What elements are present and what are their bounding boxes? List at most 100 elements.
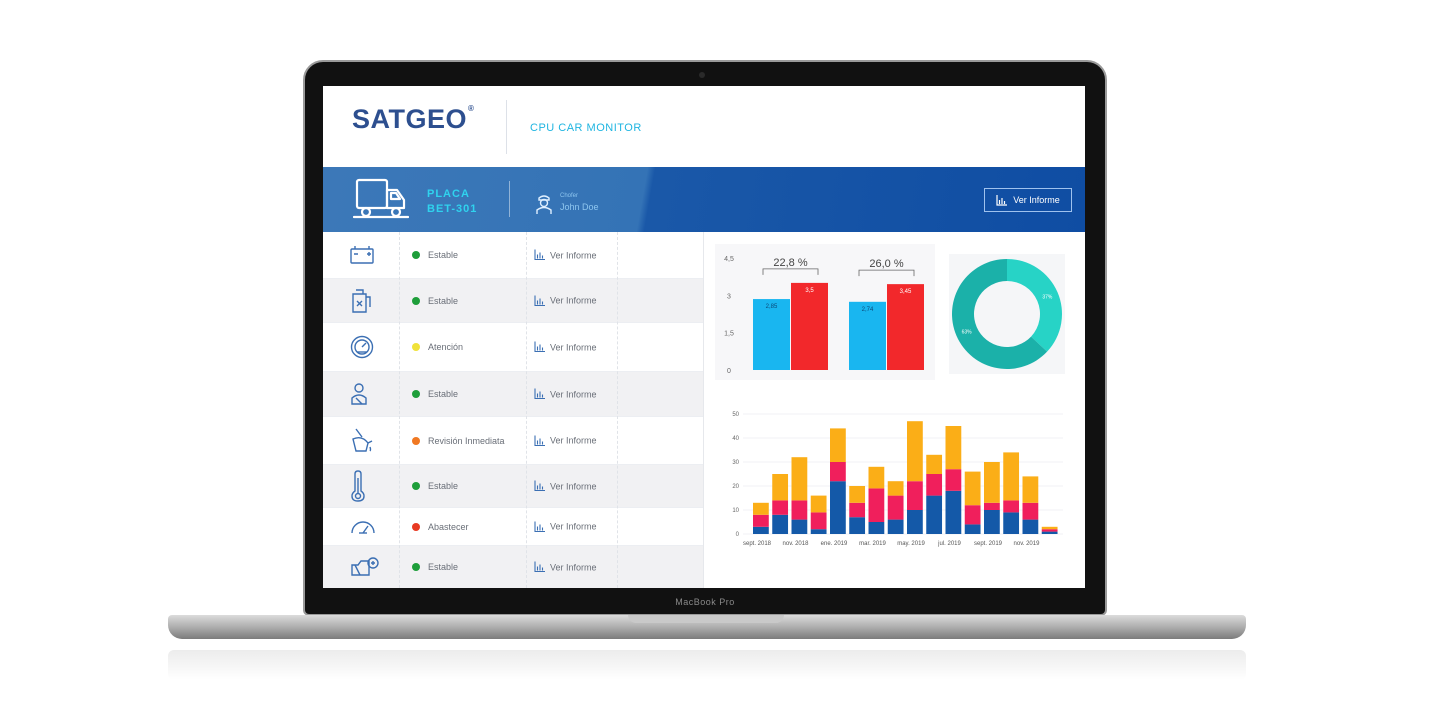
x-tick-label: sept. 2018 xyxy=(743,541,772,547)
brand-logo[interactable]: SATGEO® xyxy=(352,104,474,135)
stacked-bar-segment xyxy=(849,517,866,534)
stacked-bar-segment xyxy=(887,519,904,534)
stacked-bar-segment xyxy=(849,502,866,518)
status-dot xyxy=(412,251,420,259)
stacked-bar-segment xyxy=(810,495,827,513)
slice-label: 63% xyxy=(962,329,973,335)
status-dot xyxy=(412,343,420,351)
stacked-bar-segment xyxy=(868,466,885,489)
stacked-bar-segment xyxy=(984,502,1000,510)
x-tick-label: nov. 2019 xyxy=(1014,541,1041,547)
view-report-button[interactable]: Ver Informe xyxy=(984,188,1072,212)
bar xyxy=(887,284,924,370)
status-row-temperature[interactable]: Estable Ver Informe xyxy=(323,465,703,508)
y-tick-label: 50 xyxy=(732,412,739,418)
app-header: SATGEO® CPU CAR MONITOR xyxy=(323,86,1085,167)
row-report-link[interactable]: Ver Informe xyxy=(534,435,597,446)
thermometer-icon xyxy=(351,470,365,502)
status-row-speed[interactable]: Atención Ver Informe xyxy=(323,323,703,372)
oil-icon xyxy=(352,428,373,452)
status-row-battery[interactable]: Estable Ver Informe xyxy=(323,232,703,279)
group-annotation: 26,0 % xyxy=(869,258,903,270)
bar-chart-icon xyxy=(996,194,1008,206)
stacked-bar-segment xyxy=(964,471,981,506)
status-dot xyxy=(412,436,420,445)
y-tick-label: 20 xyxy=(732,484,739,490)
bar-chart-icon xyxy=(534,521,545,532)
x-tick-label: may. 2019 xyxy=(897,541,925,547)
status-text: Abastecer xyxy=(428,521,469,532)
plate-label: PLACA xyxy=(427,188,470,200)
stacked-bar-segment xyxy=(926,454,943,474)
gauge-icon xyxy=(351,520,375,534)
stacked-bar-segment xyxy=(830,481,846,534)
row-report-label: Ver Informe xyxy=(550,389,597,399)
status-dot xyxy=(412,390,420,398)
row-report-label: Ver Informe xyxy=(550,521,597,532)
comparison-bar-chart: 0 1,5 3 4,5 2,85 3,5 22,8 % 2,74 3,45 26,0 % xyxy=(715,244,935,380)
header-divider xyxy=(506,100,507,154)
laptop-reflection xyxy=(168,650,1246,680)
status-row-driver[interactable]: Estable Ver Informe xyxy=(323,372,703,417)
stacked-bar-segment xyxy=(772,474,789,501)
bar-value-label: 3,5 xyxy=(805,288,814,294)
status-row-engine[interactable]: Estable Ver Informe xyxy=(323,546,703,588)
x-tick-label: sept. 2019 xyxy=(974,541,1003,547)
x-tick-label: nov. 2018 xyxy=(783,541,810,547)
bar-chart-icon xyxy=(534,435,545,446)
bar xyxy=(849,301,886,370)
banner-divider xyxy=(509,181,510,217)
row-report-link[interactable]: Ver Informe xyxy=(534,388,597,400)
stacked-bar-segment xyxy=(1041,526,1058,530)
group-bracket xyxy=(858,269,915,277)
y-tick-label: 0 xyxy=(736,532,740,538)
laptop-notch xyxy=(628,615,784,623)
y-tick-label: 3 xyxy=(727,293,731,300)
stacked-bar-segment xyxy=(791,500,808,520)
status-dot xyxy=(412,563,420,571)
stacked-bar-segment xyxy=(945,426,962,470)
status-row-oil[interactable]: Revisión Inmediata Ver Informe xyxy=(323,417,703,465)
bar-chart-icon xyxy=(534,561,545,573)
fuel-icon xyxy=(352,288,371,313)
donut-chart: 37% 63% xyxy=(949,254,1065,374)
donut-slice xyxy=(1007,259,1062,352)
slice-label: 37% xyxy=(1042,295,1053,301)
row-report-link[interactable]: Ver Informe xyxy=(534,249,597,261)
row-report-link[interactable]: Ver Informe xyxy=(534,295,597,306)
stacked-bar-segment xyxy=(907,481,923,510)
bar-chart-icon xyxy=(534,480,545,492)
plate-value: BET-301 xyxy=(427,203,478,215)
stacked-bar-segment xyxy=(964,505,981,525)
stacked-bar-segment xyxy=(907,421,923,482)
x-tick-label: jul. 2019 xyxy=(937,541,961,547)
stacked-bar-segment xyxy=(753,526,769,534)
row-report-label: Ver Informe xyxy=(550,342,597,352)
view-report-label: Ver Informe xyxy=(1013,195,1060,205)
vehicle-banner: PLACA BET-301 Chofer John Doe Ver Inform… xyxy=(323,167,1085,232)
row-report-link[interactable]: Ver Informe xyxy=(534,561,597,573)
y-tick-label: 1,5 xyxy=(724,331,734,338)
status-text: Estable xyxy=(428,481,459,491)
stacked-bar-segment xyxy=(1041,529,1058,532)
row-report-link[interactable]: Ver Informe xyxy=(534,341,597,353)
stacked-bar-segment xyxy=(1022,502,1039,520)
status-text: Atención xyxy=(428,342,464,352)
stacked-bar-segment xyxy=(753,502,769,515)
y-tick-label: 10 xyxy=(732,508,739,514)
row-report-label: Ver Informe xyxy=(550,435,597,446)
stacked-bar-segment xyxy=(868,488,885,522)
status-row-gauge[interactable]: Abastecer Ver Informe xyxy=(323,508,703,546)
driver-icon xyxy=(536,195,552,214)
app-screen: SATGEO® CPU CAR MONITOR PLACA BET-301 xyxy=(323,86,1085,588)
status-row-fuel[interactable]: Estable Ver Informe xyxy=(323,279,703,323)
row-report-link[interactable]: Ver Informe xyxy=(534,521,597,532)
logo-text: SATGEO xyxy=(352,104,468,134)
stacked-bar-segment xyxy=(1022,519,1039,534)
stacked-bar-segment xyxy=(1003,452,1020,501)
driver-label: Chofer xyxy=(560,193,579,199)
stacked-bar-segment xyxy=(887,495,904,520)
row-report-link[interactable]: Ver Informe xyxy=(534,480,597,492)
status-table: Estable Ver Informe Estable Ver Informe xyxy=(323,232,703,588)
panel-divider xyxy=(703,232,704,588)
